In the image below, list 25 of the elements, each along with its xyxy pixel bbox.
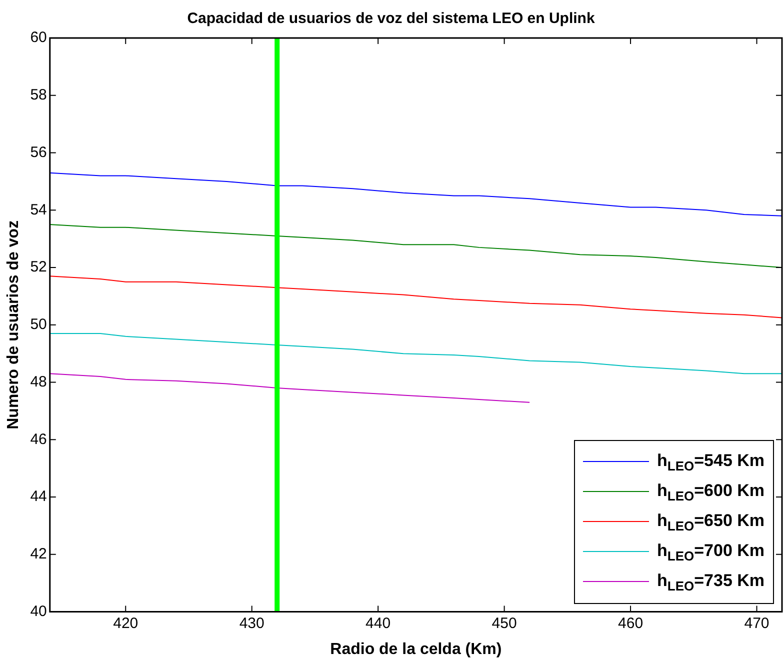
y-tick-label: 52 bbox=[30, 258, 47, 276]
x-tick-label: 440 bbox=[366, 614, 391, 632]
y-tick-label: 50 bbox=[30, 316, 47, 334]
y-tick-label: 46 bbox=[30, 430, 47, 448]
y-tick-label: 40 bbox=[30, 602, 47, 620]
x-tick-label: 470 bbox=[744, 614, 770, 632]
legend-label: h$_{LEO}$=735 Km bbox=[657, 570, 765, 593]
x-tick-label: 460 bbox=[618, 614, 644, 632]
legend-label: h$_{LEO}$=545 Km bbox=[657, 450, 765, 473]
chart-title: Capacidad de usuarios de voz del sistema LEO en Uplink bbox=[187, 10, 596, 28]
y-axis-title: Numero de usuarios de voz bbox=[5, 220, 22, 430]
y-tick-label: 54 bbox=[30, 201, 47, 218]
y-tick-label: 42 bbox=[30, 546, 47, 563]
x-axis-title: Radio de la celda (Km) bbox=[330, 640, 502, 658]
legend-label: h$_{LEO}$=600 Km bbox=[657, 480, 765, 503]
y-tick-label: 56 bbox=[30, 144, 47, 161]
y-tick-label: 44 bbox=[30, 488, 47, 506]
x-tick-label: 450 bbox=[492, 614, 517, 632]
y-tick-label: 58 bbox=[30, 86, 47, 104]
legend-label: h$_{LEO}$=650 Km bbox=[657, 510, 765, 533]
y-tick-label: 60 bbox=[30, 29, 47, 46]
x-tick-label: 430 bbox=[239, 614, 264, 632]
y-tick-label: 48 bbox=[30, 373, 47, 390]
legend-label: h$_{LEO}$=700 Km bbox=[657, 540, 765, 563]
x-tick-label: 420 bbox=[113, 614, 138, 632]
